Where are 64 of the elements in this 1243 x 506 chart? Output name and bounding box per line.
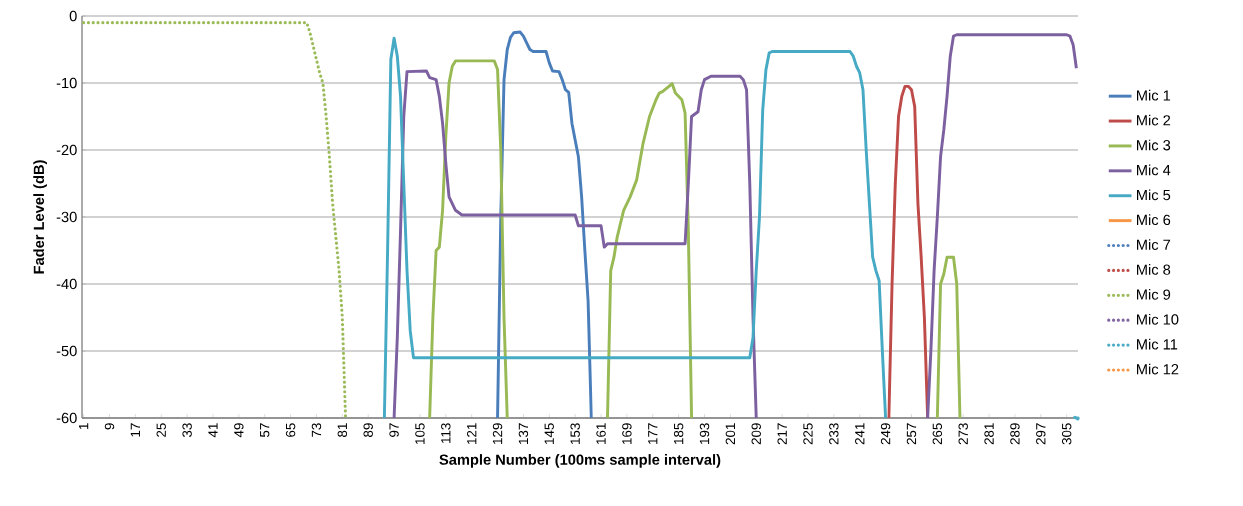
x-tick-label: 289 [1010, 423, 1020, 445]
y-tick-label: -10 [56, 77, 77, 89]
x-tick-label: 209 [751, 423, 761, 445]
x-tick-label: 193 [699, 423, 710, 444]
y-tick-label: 0 [69, 10, 77, 22]
y-tick-label: -40 [56, 278, 77, 290]
x-tick-label: 281 [984, 423, 994, 445]
x-tick-label: 265 [932, 423, 943, 445]
x-tick-label: 161 [596, 423, 606, 444]
x-tick-label: 113 [441, 423, 451, 443]
y-tick-label: -30 [56, 211, 77, 223]
y-tick-label: -50 [56, 345, 77, 357]
legend-label: Mic 1 [1137, 89, 1171, 101]
x-tick-label: 105 [415, 423, 425, 444]
x-tick-label: 225 [803, 423, 813, 445]
x-tick-label: 201 [725, 423, 736, 445]
legend-label: Mic 4 [1137, 164, 1171, 176]
x-tick-label: 153 [570, 423, 580, 444]
x-tick-label: 89 [363, 423, 373, 437]
y-tick-label: -20 [56, 144, 77, 156]
x-tick-label: 49 [234, 423, 244, 438]
x-tick-label: 9 [104, 423, 115, 430]
legend-label: Mic 7 [1137, 239, 1171, 250]
x-tick-label: 169 [622, 423, 632, 444]
x-tick-label: 17 [130, 423, 140, 437]
line-series [382, 36, 888, 418]
x-tick-label: 249 [880, 423, 891, 445]
legend-label: Mic 11 [1137, 338, 1178, 350]
y-axis-title: Fader Level (dB) [33, 160, 47, 274]
x-tick-label: 81 [337, 423, 348, 437]
legend-label: Mic 8 [1137, 264, 1171, 275]
legend-label: Mic 10 [1137, 313, 1179, 325]
x-tick-label: 177 [648, 423, 658, 444]
x-tick-label: 185 [673, 423, 684, 444]
x-tick-label: 273 [958, 423, 968, 445]
legend-label: Mic 12 [1137, 363, 1179, 375]
legend-label: Mic 2 [1137, 114, 1171, 126]
line-series [496, 30, 593, 418]
line-series [887, 84, 930, 418]
x-tick-label: 33 [182, 423, 192, 438]
x-tick-label: 233 [829, 423, 839, 445]
x-tick-label: 145 [544, 423, 554, 444]
x-tick-label: 57 [260, 423, 270, 437]
x-axis-title: Sample Number (100ms sample interval) [439, 454, 721, 468]
x-tick-label: 121 [467, 423, 477, 444]
line-series [82, 21, 348, 418]
x-tick-label: 25 [156, 423, 166, 437]
x-tick-label: 41 [208, 423, 218, 438]
legend-label: Mic 5 [1137, 189, 1171, 201]
x-tick-label: 241 [855, 423, 865, 445]
x-tick-label: 97 [389, 423, 399, 437]
legend-label: Mic 6 [1137, 214, 1171, 226]
y-tick-label: -60 [56, 412, 77, 424]
legend-label: Mic 9 [1137, 289, 1171, 300]
x-tick-label: 305 [1061, 423, 1072, 445]
x-tick-label: 73 [311, 423, 322, 437]
x-tick-label: 65 [285, 423, 296, 437]
x-tick-label: 1 [79, 423, 89, 430]
x-tick-label: 217 [777, 423, 787, 445]
x-tick-label: 137 [518, 423, 529, 444]
legend-label: Mic 3 [1137, 139, 1171, 151]
x-tick-label: 129 [492, 423, 503, 444]
x-tick-label: 297 [1036, 423, 1046, 445]
x-tick-label: 257 [906, 423, 917, 445]
